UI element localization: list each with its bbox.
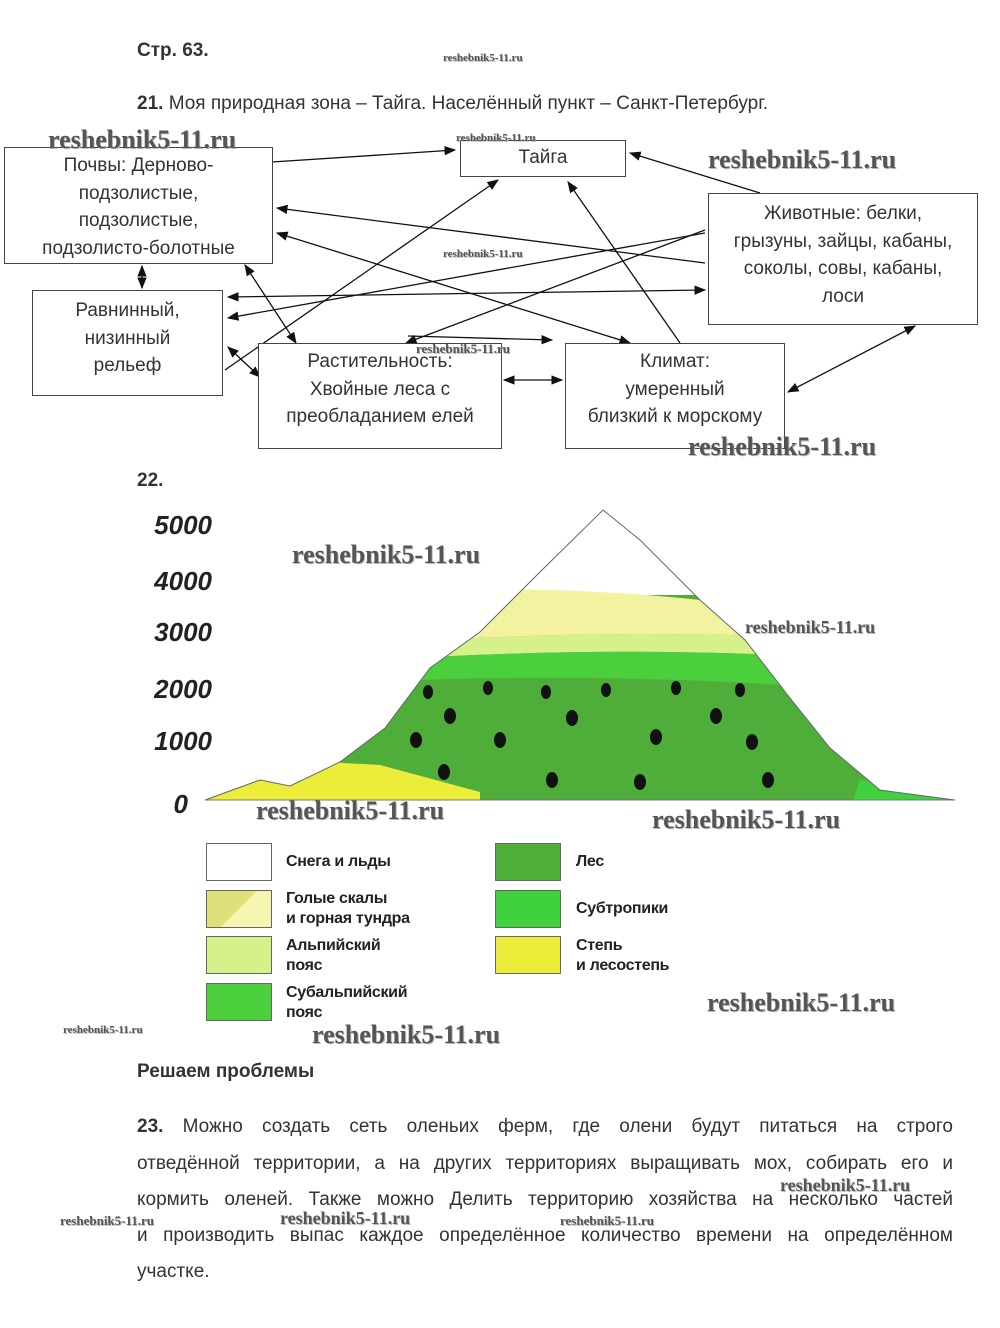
legend-swatch (206, 890, 272, 928)
node-text: рельеф (93, 355, 162, 376)
altitude-label: 4000 (154, 566, 212, 596)
watermark: reshebnik5-11.ru (256, 796, 445, 825)
legend-text: Лес (576, 853, 604, 870)
node-text: Животные: белки, (763, 203, 923, 224)
node-text: Климат: (640, 351, 710, 372)
legend-label: Субальпийский пояс (286, 983, 408, 1023)
watermark: reshebnik5-11.ru (780, 1175, 911, 1195)
watermark: reshebnik5-11.ru (280, 1208, 411, 1228)
legend-text: Снега и льды (286, 853, 391, 870)
node-text: подзолистые, (78, 182, 199, 204)
altitude-label: 1000 (154, 726, 212, 756)
node-text: Хвойные леса с (309, 378, 451, 400)
node-text: умеренный (625, 378, 725, 400)
task-23-line: и производить выпас каждое определённое … (137, 1225, 953, 1246)
diagram-arrows (137, 146, 917, 393)
node-relief: Равнинный, низинный рельеф (32, 290, 223, 396)
task-23-line: 23. Можно создать сеть оленьих ферм, где… (137, 1116, 953, 1138)
watermark: reshebnik5-11.ru (652, 805, 841, 834)
node-animals: Животные: белки, грызуны, зайцы, кабаны, с… (708, 193, 978, 325)
watermark: reshebnik5-11.ru (688, 432, 877, 461)
node-text: Растительность: (307, 351, 453, 372)
altitude-label: 0 (173, 789, 188, 819)
watermark: reshebnik5-11.ru (560, 1213, 655, 1228)
watermark: reshebnik5-11.ru (312, 1020, 501, 1049)
legend-label: Степь и лесостепь (576, 936, 670, 976)
node-taiga: Тайга (460, 140, 626, 177)
legend-label: Альпийский пояс (286, 936, 381, 976)
legend-text: пояс (286, 957, 323, 974)
node-text: подзолистые, (78, 210, 199, 231)
task-text: Моя природная зона – Тайга. Населённый п… (168, 93, 769, 114)
watermark: reshebnik5-11.ru (707, 988, 896, 1017)
node-text: Тайга (518, 147, 568, 168)
watermark: reshebnik5-11.ru (48, 125, 237, 154)
page-number: Стр. 63. (137, 40, 209, 61)
altitude-label: 3000 (154, 617, 212, 647)
legend-swatch (495, 890, 561, 928)
node-soils: Почвы: Дерново-подзолистые, подзолистые, п… (4, 147, 273, 264)
legend-text: Степь (576, 937, 623, 954)
legend-swatch (206, 983, 272, 1021)
watermark: reshebnik5-11.ru (745, 617, 876, 637)
section-title: Решаем проблемы (137, 1061, 315, 1082)
watermark: reshebnik5-11.ru (292, 540, 481, 569)
legend-text: и горная тундра (286, 910, 410, 927)
legend-swatch (495, 843, 561, 881)
task-23-line: отведённой территории, а на других терри… (137, 1153, 953, 1174)
watermark: reshebnik5-11.ru (63, 1024, 143, 1036)
node-text: Равнинный, (75, 300, 180, 321)
legend-text: Субтропики (576, 900, 669, 917)
legend-text: Альпийский (286, 937, 381, 954)
legend-text: Голые скалы (286, 890, 388, 907)
task-21: 21. Моя природная зона – Тайга. Населённ… (137, 93, 768, 115)
node-text: Почвы: Дерново- (63, 155, 214, 176)
node-text: близкий к морскому (587, 406, 763, 427)
node-text: соколы, совы, кабаны, (743, 258, 943, 279)
node-text: грызуны, зайцы, кабаны, (733, 230, 953, 252)
watermark: reshebnik5-11.ru (708, 145, 897, 174)
legend-text: пояс (286, 1004, 323, 1021)
legend-label: Голые скалы и горная тундра (286, 889, 410, 929)
legend-swatch (495, 936, 561, 974)
watermark: reshebnik5-11.ru (416, 341, 511, 356)
node-climate: Климат: умеренный близкий к морскому (565, 343, 785, 449)
watermark: reshebnik5-11.ru (456, 132, 536, 144)
paragraph-text: Можно создать сеть оленьих ферм, где оле… (182, 1116, 953, 1137)
watermark: reshebnik5-11.ru (443, 52, 523, 64)
legend-swatch (206, 843, 272, 881)
task-23-line: кормить оленей. Также можно Делить терри… (137, 1189, 953, 1210)
altitude-label: 5000 (154, 510, 212, 540)
watermark: reshebnik5-11.ru (443, 248, 523, 260)
legend-text: и лесостепь (576, 957, 670, 974)
legend-label: Лес (576, 852, 604, 872)
task-number: 22. (137, 470, 164, 491)
task-23-line: участке. (137, 1261, 210, 1282)
legend-label: Снега и льды (286, 852, 391, 872)
node-vegetation: Растительность: Хвойные леса с преобладани… (258, 343, 502, 449)
altitude-label: 2000 (154, 674, 212, 704)
node-text: лоси (822, 285, 864, 307)
node-text: низинный (84, 327, 171, 349)
task-number: 21. (137, 93, 164, 114)
node-text: преобладанием елей (286, 406, 474, 427)
task-number: 23. (137, 1116, 164, 1137)
legend-swatch (206, 936, 272, 974)
legend-label: Субтропики (576, 899, 668, 919)
legend-text: Субальпийский (286, 984, 408, 1001)
node-text: подзолисто-болотные (42, 237, 235, 259)
watermark: reshebnik5-11.ru (60, 1213, 155, 1228)
